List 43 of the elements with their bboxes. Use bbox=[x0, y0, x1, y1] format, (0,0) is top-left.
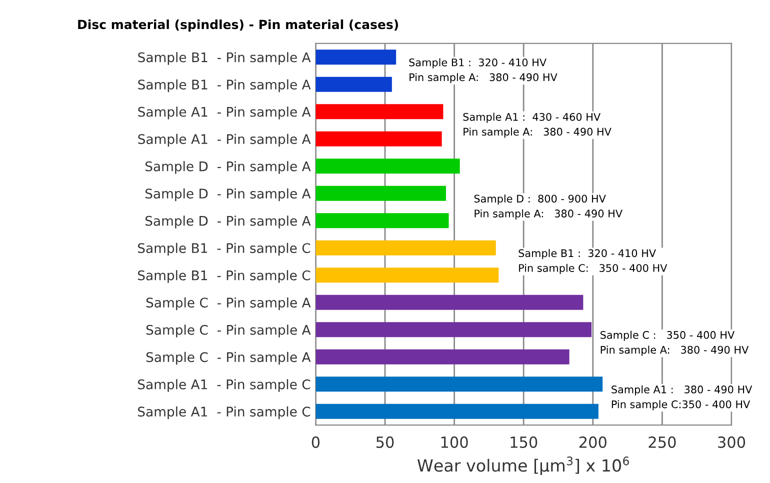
bar bbox=[316, 104, 444, 120]
y-tick-label: Sample B1 - Pin sample C bbox=[138, 242, 310, 256]
bar bbox=[316, 131, 442, 146]
bar bbox=[316, 186, 446, 201]
y-tick-label: Sample A1 - Pin sample C bbox=[138, 379, 310, 392]
annotation: Sample C : 350 - 400 HV Pin sample A: 380 - 490 HV bbox=[600, 330, 749, 356]
chart-title: Disc material (spindles) - Pin material (cases) bbox=[78, 19, 398, 32]
bar bbox=[316, 322, 592, 338]
x-tick-label: 50 bbox=[376, 436, 394, 448]
y-tick-label: Sample B1 - Pin sample A bbox=[138, 79, 311, 92]
x-axis-title: Wear volume [µm$^{3}$] x 10$^{6}$ bbox=[417, 456, 629, 475]
bar bbox=[316, 50, 396, 65]
x-tick-label: 250 bbox=[648, 436, 676, 448]
y-tick-label: Sample B1 - Pin sample C bbox=[138, 270, 310, 283]
bar bbox=[316, 76, 392, 92]
y-tick-label: Sample C - Pin sample A bbox=[146, 324, 311, 338]
y-tick-label: Sample A1 - Pin sample A bbox=[138, 106, 311, 120]
y-tick-label: Sample D - Pin sample A bbox=[145, 188, 311, 202]
x-tick-label: 0 bbox=[312, 436, 320, 448]
y-tick-label: Sample C - Pin sample A bbox=[146, 297, 311, 310]
annotation: Sample B1 : 320 - 410 HV Pin sample A: 380 - 490 HV bbox=[409, 58, 558, 84]
y-tick-label: Sample C - Pin sample A bbox=[146, 352, 311, 365]
y-tick-label: Sample B1 - Pin sample A bbox=[138, 52, 311, 65]
annotation: Sample D : 800 - 900 HV Pin sample A: 380 - 490 HV bbox=[474, 194, 622, 220]
bar bbox=[316, 213, 449, 228]
y-tick-label: Sample A1 - Pin sample A bbox=[138, 134, 311, 147]
bar bbox=[316, 240, 496, 256]
annotation: Sample A1 : 380 - 490 HV Pin sample C:350 - 400 HV bbox=[612, 385, 752, 410]
annotation: Sample B1 : 320 - 410 HV Pin sample C: 350 - 400 HV bbox=[518, 249, 668, 274]
bar bbox=[316, 294, 584, 310]
y-tick-label: Sample A1 - Pin sample C bbox=[138, 406, 310, 420]
x-tick-label: 300 bbox=[718, 436, 746, 448]
x-tick-label: 100 bbox=[441, 436, 468, 448]
y-tick-label: Sample D - Pin sample A bbox=[145, 161, 311, 174]
x-tick-label: 200 bbox=[579, 436, 606, 448]
bar bbox=[316, 376, 603, 392]
bar bbox=[316, 349, 570, 364]
x-tick-label: 150 bbox=[510, 436, 538, 448]
y-tick-label: Sample D - Pin sample A bbox=[145, 216, 311, 228]
bar bbox=[316, 158, 460, 174]
annotation: Sample A1 : 430 - 460 HV Pin sample A: 380 - 490 HV bbox=[463, 112, 612, 138]
bar bbox=[316, 268, 499, 283]
bar bbox=[316, 404, 598, 419]
